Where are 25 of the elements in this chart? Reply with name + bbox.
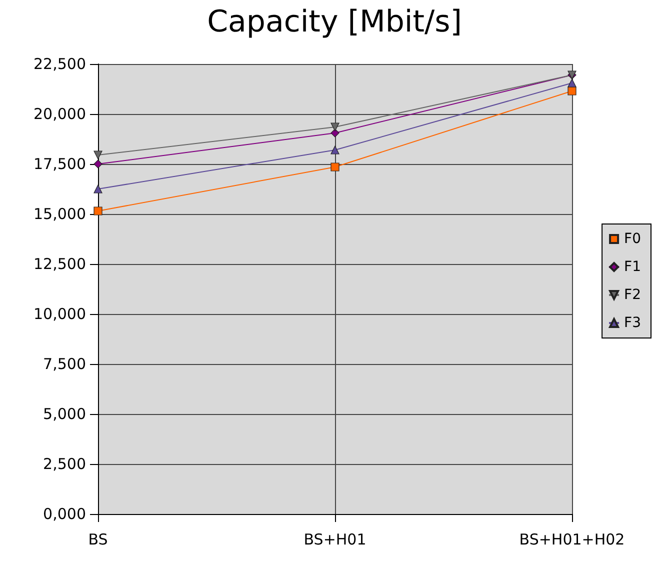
y-tick-label: 15,000: [34, 205, 86, 223]
y-tick-label: 17,500: [34, 155, 86, 173]
point: [330, 162, 340, 172]
y-tick-label: 12,500: [34, 255, 86, 273]
legend-label: F2: [624, 287, 642, 303]
point: [94, 184, 102, 194]
y-tick-label: 20,000: [34, 105, 86, 123]
y-tick-label: 7,500: [43, 355, 86, 373]
y-tick-label: 5,000: [43, 405, 86, 423]
y-tick-label: 2,500: [43, 455, 86, 473]
legend-label: F1: [624, 259, 642, 275]
point: [568, 86, 576, 96]
x-tick-label: BS+H01: [304, 530, 366, 548]
point: [94, 160, 102, 168]
y-tick-label: 22,500: [34, 55, 86, 73]
legend-label: F3: [624, 315, 642, 331]
x-tick-label: BS: [88, 530, 108, 548]
y-tick-label: 10,000: [34, 305, 86, 323]
point: [330, 146, 340, 154]
point: [94, 206, 102, 216]
legend-label: F0: [624, 231, 642, 247]
point: [568, 78, 576, 88]
x-tick-label: BS+H01+H02: [519, 530, 625, 548]
chart-title: Capacity [Mbit/s]: [207, 4, 462, 40]
y-tick-label: 0,000: [43, 505, 86, 523]
